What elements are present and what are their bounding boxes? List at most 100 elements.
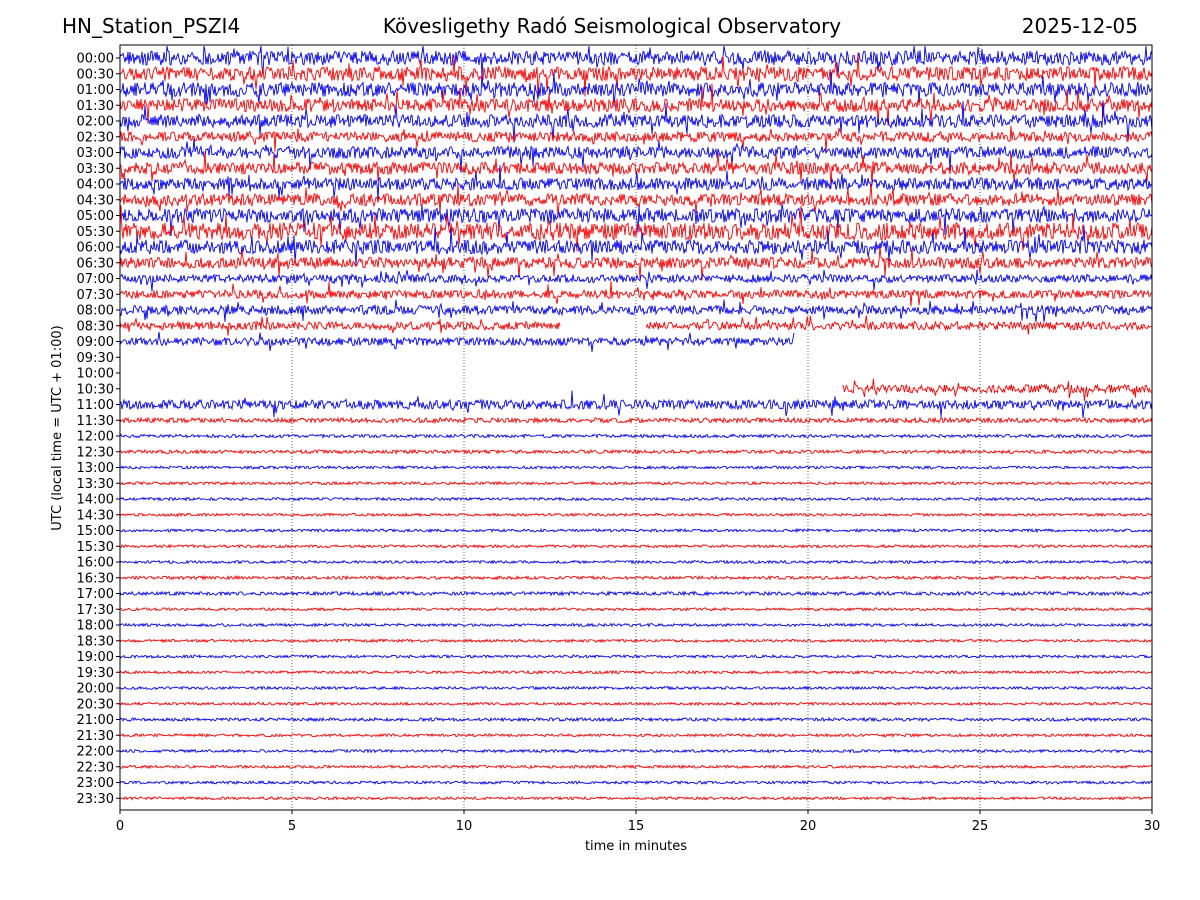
y-tick-label: 09:30 (77, 351, 114, 366)
trace-line (119, 390, 1153, 418)
trace-line (119, 638, 1153, 644)
trace-line (119, 622, 1153, 628)
y-tick-label: 16:30 (77, 571, 114, 586)
trace-line (119, 653, 1153, 660)
trace-line (645, 315, 1152, 335)
y-tick-label: 08:00 (77, 304, 114, 319)
trace-line (119, 316, 561, 336)
y-tick-label: 17:00 (77, 587, 114, 602)
x-tick-label: 15 (628, 819, 645, 834)
plot-date: 2025-12-05 (1021, 14, 1138, 38)
y-tick-label: 16:00 (77, 556, 114, 571)
y-tick-label: 06:00 (77, 241, 114, 256)
trace-line (119, 464, 1152, 471)
y-tick-label: 17:30 (77, 603, 114, 618)
trace-line (119, 716, 1153, 723)
x-axis: 0 5 10 15 20 25 30 (116, 810, 1160, 834)
trace-line (119, 331, 795, 353)
y-tick-label: 18:00 (77, 619, 114, 634)
plot-frame (119, 44, 1153, 811)
x-axis-title: time in minutes (585, 839, 687, 854)
trace-line (119, 125, 1153, 152)
y-axis-title: UTC (local time = UTC + 01:00) (50, 325, 65, 530)
trace-line (119, 225, 1153, 266)
y-tick-label: 15:00 (77, 524, 114, 539)
trace-line (842, 378, 1152, 402)
y-tick-label: 07:00 (77, 272, 114, 287)
y-tick-label: 20:30 (77, 697, 114, 712)
trace-line (119, 138, 1153, 173)
trace-line (119, 512, 1153, 518)
trace-line (119, 269, 1153, 292)
y-tick-labels: 00:0000:3001:0001:3002:0002:3003:0003:30… (77, 52, 120, 807)
y-tick-label: 14:00 (77, 493, 114, 508)
trace-line (119, 590, 1153, 597)
trace-line (119, 45, 1153, 79)
y-tick-label: 07:30 (77, 288, 114, 303)
y-tick-label: 00:00 (77, 52, 114, 67)
y-tick-label: 04:30 (77, 193, 114, 208)
y-tick-label: 03:30 (77, 162, 114, 177)
trace-line (119, 480, 1153, 486)
x-tick-label: 30 (1144, 819, 1161, 834)
y-tick-label: 10:30 (77, 382, 114, 397)
trace-line (119, 246, 1153, 280)
y-tick-label: 20:00 (77, 682, 114, 697)
trace-line (119, 574, 1152, 581)
y-tick-label: 19:00 (77, 650, 114, 665)
y-tick-label: 21:00 (77, 713, 114, 728)
grid-lines (291, 45, 981, 810)
y-tick-label: 05:00 (77, 209, 114, 224)
y-tick-label: 05:30 (77, 225, 114, 240)
y-tick-label: 09:00 (77, 335, 114, 350)
trace-line (119, 280, 1153, 307)
y-tick-label: 21:30 (77, 729, 114, 744)
y-tick-label: 02:00 (77, 115, 114, 130)
trace-line (119, 433, 1153, 440)
trace-line (119, 52, 1153, 98)
x-tick-label: 5 (288, 819, 296, 834)
trace-line (119, 183, 1153, 218)
y-tick-label: 08:30 (77, 319, 114, 334)
trace-line (119, 83, 1153, 126)
trace-line (119, 151, 1153, 189)
x-tick-label: 25 (972, 819, 989, 834)
y-tick-label: 11:30 (77, 414, 114, 429)
y-tick-label: 06:30 (77, 256, 114, 271)
trace-line (119, 701, 1153, 707)
trace-line (119, 448, 1153, 455)
y-tick-label: 13:30 (77, 477, 114, 492)
trace-line (119, 748, 1153, 754)
trace-line (119, 165, 1153, 200)
y-tick-label: 02:30 (77, 130, 114, 145)
y-tick-label: 23:30 (77, 792, 114, 807)
x-tick-label: 20 (800, 819, 817, 834)
trace-line (119, 205, 1153, 252)
trace-line (119, 732, 1153, 738)
trace-line (119, 559, 1153, 565)
y-tick-label: 11:00 (77, 398, 114, 413)
trace-line (119, 779, 1153, 786)
y-tick-label: 15:30 (77, 540, 114, 555)
x-tick-label: 10 (456, 819, 473, 834)
y-tick-label: 12:00 (77, 430, 114, 445)
station-name: HN_Station_PSZI4 (62, 14, 241, 38)
trace-line (119, 795, 1153, 801)
trace-line (119, 527, 1153, 534)
y-tick-label: 12:30 (77, 445, 114, 460)
trace-line (119, 100, 1153, 143)
y-tick-label: 00:30 (77, 67, 114, 82)
y-tick-label: 04:00 (77, 178, 114, 193)
y-tick-label: 10:00 (77, 367, 114, 382)
y-tick-label: 01:00 (77, 83, 114, 98)
y-tick-label: 01:30 (77, 99, 114, 114)
observatory-title: Kövesligethy Radó Seismological Observat… (382, 14, 842, 38)
trace-line (119, 299, 1153, 323)
x-tick-label: 0 (116, 819, 124, 834)
trace-line (119, 203, 1153, 237)
y-tick-label: 19:30 (77, 666, 114, 681)
trace-line (119, 71, 1153, 107)
y-tick-label: 14:30 (77, 508, 114, 523)
trace-line (120, 606, 1153, 612)
